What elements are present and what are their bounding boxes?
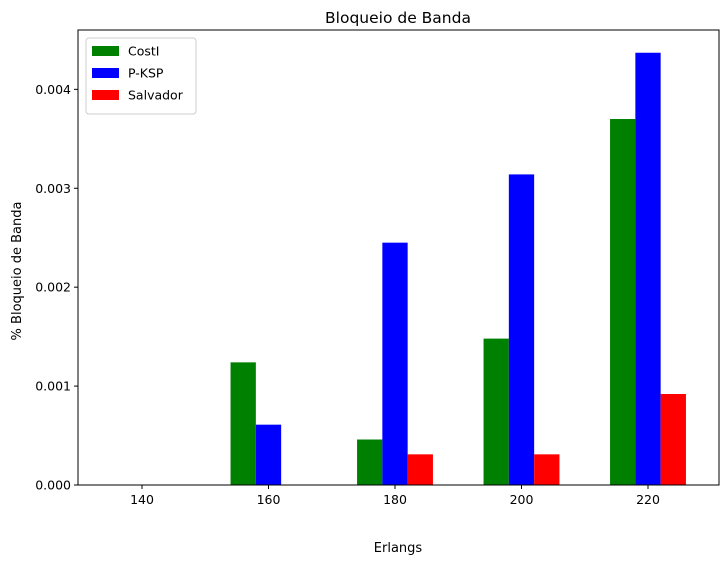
legend-label: CostI: [128, 44, 159, 59]
bar-costi-220: [610, 119, 636, 486]
bar-p-ksp-180: [382, 242, 408, 485]
y-tick-label: 0.002: [35, 280, 71, 295]
y-tick-label: 0.000: [35, 478, 71, 493]
chart-title: Bloqueio de Banda: [325, 9, 471, 27]
bar-costi-200: [483, 338, 509, 485]
bar-salvador-180: [407, 454, 433, 485]
plot-area-frame: [77, 29, 720, 486]
x-tick-label: 220: [636, 492, 660, 507]
y-axis-label: % Bloqueio de Banda: [10, 202, 25, 341]
legend-label: P-KSP: [128, 66, 164, 81]
bar-salvador-220: [660, 394, 686, 485]
bar-p-ksp-160: [255, 424, 282, 485]
legend: CostI P-KSP Salvador: [85, 37, 197, 115]
bar-salvador-200: [534, 454, 560, 485]
legend-swatch: [92, 68, 119, 78]
y-tick-label: 0.001: [35, 379, 71, 394]
bar-p-ksp-220: [635, 52, 661, 485]
x-tick-label: 160: [257, 492, 281, 507]
x-tick-label: 140: [130, 492, 154, 507]
y-tick-label: 0.003: [35, 181, 71, 196]
x-axis: 140 160 180 200 220: [130, 485, 660, 507]
legend-swatch: [92, 90, 119, 100]
bar-costi-180: [357, 439, 383, 485]
y-axis: 0.000 0.001 0.002 0.003 0.004: [35, 82, 78, 493]
legend-label: Salvador: [128, 88, 184, 103]
x-tick-label: 200: [510, 492, 534, 507]
y-tick-label: 0.004: [35, 82, 71, 97]
x-tick-label: 180: [383, 492, 407, 507]
bars-layer: [230, 52, 686, 486]
bar-costi-160: [230, 362, 256, 485]
legend-swatch: [92, 46, 119, 56]
bar-p-ksp-200: [508, 174, 535, 485]
x-axis-label: Erlangs: [374, 541, 423, 556]
